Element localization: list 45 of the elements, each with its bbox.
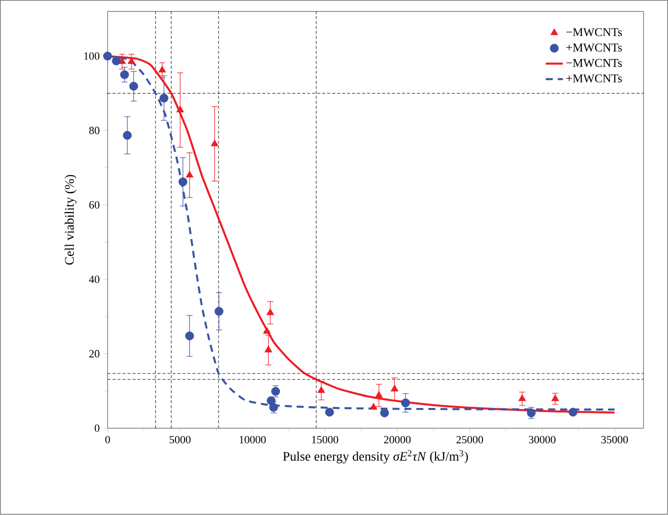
point — [214, 307, 224, 316]
y-tick-label: 100 — [84, 52, 100, 60]
point — [266, 308, 274, 316]
legend-label: −MWCNTs — [566, 59, 622, 68]
y-tick-label: 60 — [89, 201, 100, 209]
x-tick-label: 35000 — [601, 436, 628, 444]
point — [264, 346, 272, 352]
point — [129, 82, 138, 91]
point — [185, 332, 194, 340]
x-tick-label: 25000 — [456, 436, 484, 444]
x-tick-label: 15000 — [312, 436, 338, 444]
x-axis-title: Pulse energy density σE$^{2}$τN (kJ/m$^{3}$) — [283, 450, 468, 464]
y-axis-title: Cell viability (%) — [64, 175, 76, 265]
point — [122, 131, 132, 140]
point — [263, 327, 271, 334]
legend-label: −MWCNTs — [566, 28, 622, 36]
point — [390, 384, 398, 392]
point — [210, 140, 218, 146]
x-tick-label: 5000 — [170, 436, 191, 444]
x-tick-label: 0 — [105, 436, 110, 444]
point — [186, 170, 194, 178]
x-tick-label: 30000 — [528, 436, 556, 444]
legend-label: +MWCNTs — [566, 44, 622, 52]
y-tick-label: 40 — [89, 276, 100, 284]
point — [375, 391, 383, 398]
point — [178, 178, 188, 186]
point — [325, 408, 334, 417]
point — [103, 52, 112, 61]
point — [380, 408, 389, 418]
point — [551, 394, 560, 402]
y-tick-label: 80 — [89, 126, 100, 134]
x-tick-label: 20000 — [384, 436, 411, 444]
point — [401, 398, 410, 408]
x-tick-label: 10000 — [240, 436, 266, 444]
point — [176, 106, 184, 112]
point — [112, 56, 121, 66]
y-tick-label: 0 — [94, 424, 100, 432]
point — [518, 394, 526, 402]
y-tick-label: 20 — [89, 350, 100, 358]
point — [158, 66, 166, 73]
legend-label: +MWCNTs — [566, 74, 622, 83]
point — [120, 70, 129, 80]
point — [317, 386, 326, 394]
point — [568, 408, 578, 417]
point — [160, 94, 168, 103]
